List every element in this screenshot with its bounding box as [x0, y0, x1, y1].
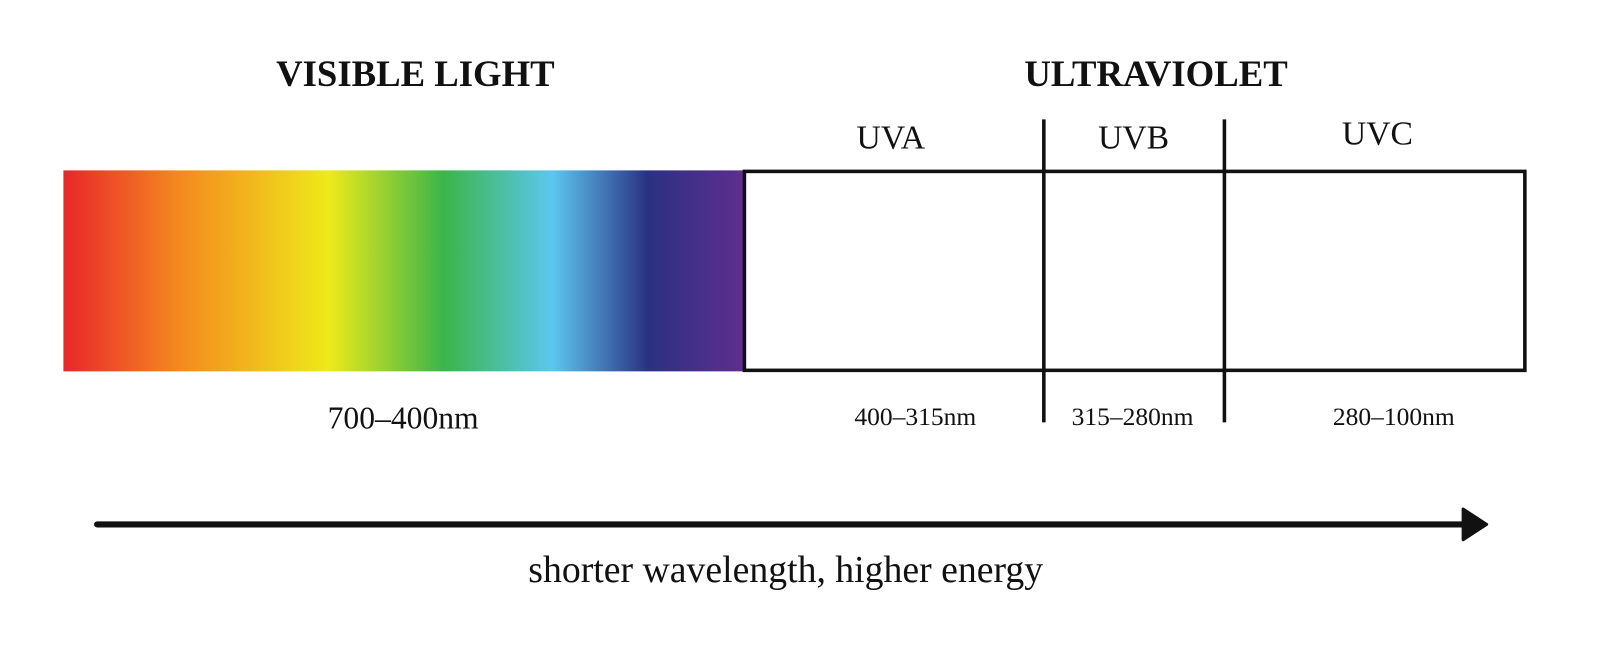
- band-range: 315–280nm: [1072, 402, 1194, 431]
- uv-box: [742, 169, 1527, 373]
- band-range: 400–315nm: [854, 402, 976, 431]
- band-label: UVB: [1098, 120, 1169, 157]
- band-label: UVC: [1342, 115, 1413, 152]
- ultraviolet-title: ULTRAVIOLET: [1024, 53, 1287, 94]
- arrow-head: [1461, 507, 1489, 542]
- visible-spectrum: [63, 170, 743, 372]
- visible-title: VISIBLE LIGHT: [276, 53, 555, 94]
- visible-range: 700–400nm: [328, 401, 479, 436]
- band-range: 280–100nm: [1333, 402, 1455, 431]
- arrow-label: shorter wavelength, higher energy: [528, 549, 1043, 591]
- band-label: UVA: [857, 120, 926, 157]
